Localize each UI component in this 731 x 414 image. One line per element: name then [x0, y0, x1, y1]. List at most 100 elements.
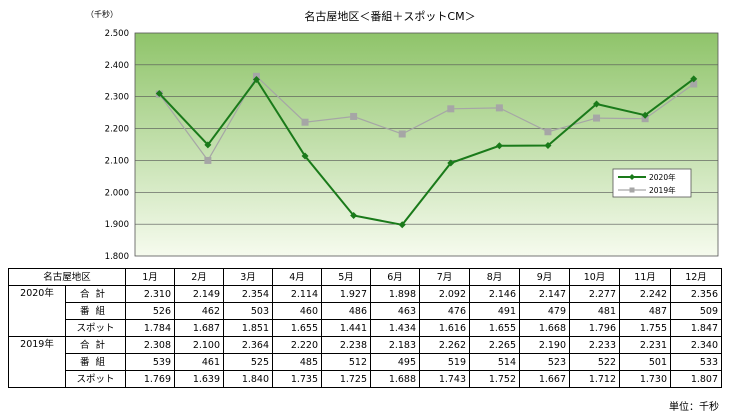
table-cell: 2.231	[619, 336, 672, 354]
legend-label-2019: 2019年	[649, 185, 676, 195]
y-tick-label: 2.100	[105, 156, 129, 166]
legend-marker-2019	[629, 187, 635, 193]
table-cell: 501	[619, 353, 672, 371]
table-cell: 1.434	[370, 319, 421, 337]
y-tick-label: 2.400	[105, 61, 129, 71]
table-cell: 1.441	[321, 319, 372, 337]
table-cell: 2.364	[223, 336, 274, 354]
data-point	[447, 159, 455, 167]
y-tick-label: 1.900	[105, 220, 129, 230]
table-row: スポット 1.769 1.639 1.840 1.735 1.725 1.688 1.743 1…	[8, 370, 723, 388]
table-cell: 462	[174, 302, 225, 320]
month-header: 5月	[321, 268, 372, 286]
table-cell: 487	[619, 302, 672, 320]
table-cell: 514	[469, 353, 521, 371]
data-point	[350, 212, 358, 220]
table-cell: 481	[569, 302, 621, 320]
table-cell: 1.712	[569, 370, 621, 388]
chart-title: 名古屋地区＜番組＋スポットCM＞	[304, 9, 475, 23]
table-cell: 1.847	[670, 319, 723, 337]
data-point	[447, 105, 455, 113]
table-cell: 1.755	[619, 319, 672, 337]
data-point	[301, 118, 309, 126]
data-point	[398, 130, 406, 138]
month-header: 6月	[370, 268, 421, 286]
table-cell: 509	[670, 302, 723, 320]
table-cell: 1.735	[272, 370, 323, 388]
table-cell: 2.308	[125, 336, 176, 354]
table-cell: 1.655	[469, 319, 521, 337]
table-cell: 1.725	[321, 370, 372, 388]
table-cell: 460	[272, 302, 323, 320]
table-corner-label: 名古屋地区	[7, 268, 127, 286]
table-cell: 519	[419, 353, 471, 371]
unit-note: 単位：千秒	[669, 402, 719, 413]
table-cell: 461	[174, 353, 225, 371]
data-point	[690, 75, 698, 83]
table-cell: 1.898	[370, 285, 421, 303]
table-cell: 2.147	[519, 285, 571, 303]
table-cell: 495	[370, 353, 421, 371]
year-cell	[8, 302, 66, 320]
table-cell: 2.220	[272, 336, 323, 354]
data-table: 名古屋地区 1月 2月 3月 4月 5月 6月 7月 8月 9月 10月 11月 12月 2020年 合計 2…	[7, 268, 723, 388]
table-cell: 522	[569, 353, 621, 371]
legend: 2020年 2019年	[612, 168, 692, 198]
table-cell: 2.092	[419, 285, 471, 303]
table-cell: 2.354	[223, 285, 274, 303]
month-header: 2月	[174, 268, 225, 286]
table-cell: 2.114	[272, 285, 323, 303]
table-cell: 2.242	[619, 285, 672, 303]
table-cell: 523	[519, 353, 571, 371]
table-cell: 1.927	[321, 285, 372, 303]
month-header: 11月	[619, 268, 672, 286]
data-point	[398, 221, 406, 229]
y-axis-ticks: 2.500 2.400 2.300 2.200 2.100 2.000 1.900 1.800	[105, 29, 129, 262]
table-cell: 539	[125, 353, 176, 371]
table-cell: 463	[370, 302, 421, 320]
table-cell: 1.616	[419, 319, 471, 337]
table-cell: 2.100	[174, 336, 225, 354]
month-header: 10月	[569, 268, 621, 286]
series-lines	[155, 72, 698, 229]
table-cell: 491	[469, 302, 521, 320]
row-label: 番組	[64, 302, 127, 320]
y-tick-label: 2.200	[105, 125, 129, 135]
table-cell: 1.667	[519, 370, 571, 388]
data-point	[641, 115, 649, 123]
table-cell: 485	[272, 353, 323, 371]
table-cell: 525	[223, 353, 274, 371]
month-header: 9月	[519, 268, 571, 286]
table-cell: 1.743	[419, 370, 471, 388]
data-point	[690, 80, 698, 88]
table-row: 番組 539 461 525 485 512 495 519 514 523 522 501 533	[8, 353, 723, 371]
year-label: 2019年	[8, 336, 66, 354]
year-cell	[8, 319, 66, 337]
data-point	[495, 104, 503, 112]
table-cell: 526	[125, 302, 176, 320]
row-label: 合計	[64, 336, 127, 354]
series-line-0	[158, 77, 695, 226]
legend-label-2020: 2020年	[649, 172, 676, 182]
row-label: 番組	[64, 353, 127, 371]
table-cell: 2.146	[469, 285, 521, 303]
month-header: 1月	[125, 268, 176, 286]
month-header: 8月	[469, 268, 521, 286]
table-header-row: 名古屋地区 1月 2月 3月 4月 5月 6月 7月 8月 9月 10月 11月 12月	[7, 268, 723, 286]
row-label: スポット	[64, 370, 127, 388]
data-point	[204, 141, 212, 149]
table-cell: 1.688	[370, 370, 421, 388]
data-point	[350, 112, 358, 120]
unit-label: （千秒）	[86, 9, 118, 19]
table-cell: 1.668	[519, 319, 571, 337]
table-cell: 1.851	[223, 319, 274, 337]
row-label: 合計	[64, 285, 127, 303]
month-header: 4月	[272, 268, 323, 286]
legend-marker-2020	[629, 174, 635, 180]
data-point	[641, 111, 649, 119]
table-row: スポット 1.784 1.687 1.851 1.655 1.441 1.434 1.616 1…	[8, 319, 723, 337]
table-cell: 2.233	[569, 336, 621, 354]
data-point	[593, 114, 601, 122]
table-cell: 479	[519, 302, 571, 320]
table-cell: 1.840	[223, 370, 274, 388]
